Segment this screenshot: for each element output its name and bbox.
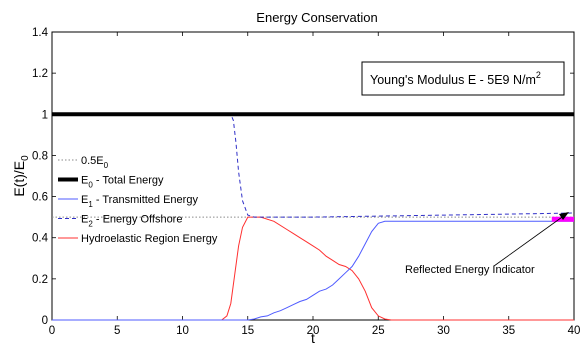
series-line-transmitted <box>52 220 574 321</box>
chart-title: Energy Conservation <box>256 10 377 25</box>
series-group <box>52 112 575 321</box>
reflected-energy-arrow <box>493 214 566 267</box>
y-tick-label: 0.6 <box>32 192 48 204</box>
x-axis-label: t <box>311 330 315 346</box>
y-tick-label: 0.8 <box>32 150 48 162</box>
annotation-text: Young's Modulus E - 5E9 N/m2 <box>370 70 541 87</box>
y-tick-label: 1 <box>42 109 48 121</box>
reflected-energy-label: Reflected Energy Indicator <box>405 264 535 276</box>
y-axis-label: E(t)/E0 <box>11 155 31 197</box>
x-tick-label: 15 <box>241 325 254 337</box>
legend-label-transmitted: E1 - Transmitted Energy <box>81 194 198 209</box>
annotation-superscript: 2 <box>536 70 541 80</box>
x-tick-label: 35 <box>502 325 515 337</box>
x-tick-label: 30 <box>437 325 450 337</box>
x-tick-label: 20 <box>307 325 320 337</box>
axis-ticks: 0 5 10 15 20 25 30 35 40 0 0.2 0.4 0.6 0.8 1 1.2 1.4 <box>32 27 580 337</box>
x-tick-label: 25 <box>372 325 385 337</box>
x-tick-label: 5 <box>114 325 120 337</box>
y-tick-label: 0.4 <box>32 233 49 245</box>
legend-label-offshore: E2 - Energy Offshore <box>81 214 182 229</box>
x-tick-label: 0 <box>49 325 55 337</box>
y-tick-label: 1.4 <box>32 27 49 39</box>
x-tick-label: 40 <box>568 325 581 337</box>
legend-label-half: 0.5E0 <box>81 155 109 170</box>
series-line-offshore <box>52 113 575 218</box>
series-line-hydro <box>52 216 574 321</box>
y-tick-label: 0 <box>42 315 48 327</box>
y-tick-label: 1.2 <box>32 68 48 80</box>
x-tick-label: 10 <box>176 325 189 337</box>
y-tick-label: 0.2 <box>32 274 48 286</box>
legend-label-hydro: Hydroelastic Region Energy <box>81 233 218 245</box>
legend-label-total: E0 - Total Energy <box>81 175 164 190</box>
reflected-energy-arrowhead <box>559 212 569 220</box>
annotation-box <box>361 61 565 96</box>
legend: 0.5E0 E0 - Total Energy E1 - Transmitted E… <box>58 155 218 245</box>
